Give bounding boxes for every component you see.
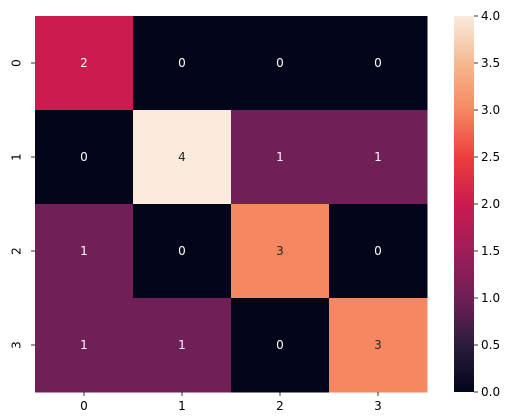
heatmap-cell [231, 110, 330, 205]
heatmap-cell [133, 204, 232, 299]
heatmap-cell [329, 110, 428, 205]
cell-annotation: 3 [374, 338, 382, 352]
colorbar-tick-label: 4.0 [481, 9, 500, 23]
cell-annotation: 0 [374, 56, 382, 70]
cell-annotation: 4 [178, 150, 186, 164]
y-tick-label: 0 [10, 59, 24, 67]
heatmap-cell [133, 16, 232, 111]
colorbar-tick-label: 3.5 [481, 56, 500, 70]
colorbar-tick-label: 1.0 [481, 291, 500, 305]
cell-annotation: 0 [80, 150, 88, 164]
cell-annotation: 0 [374, 244, 382, 258]
colorbar-tick-label: 1.5 [481, 244, 500, 258]
heatmap-cells [35, 16, 428, 393]
x-axis: 0 1 2 3 [80, 392, 382, 413]
colorbar-tick-label: 3.0 [481, 103, 500, 117]
heatmap-cell [231, 204, 330, 299]
heatmap-cell [35, 16, 134, 111]
cell-annotation: 1 [178, 338, 186, 352]
colorbar-tick-label: 0.0 [481, 385, 500, 399]
heatmap-cell [35, 110, 134, 205]
x-tick-label: 2 [276, 399, 284, 413]
cell-annotation: 0 [178, 244, 186, 258]
y-axis: 0 1 2 3 [10, 59, 35, 349]
heatmap-cell [329, 16, 428, 111]
x-tick-label: 1 [178, 399, 186, 413]
heatmap-cell [35, 204, 134, 299]
heatmap-cell [231, 16, 330, 111]
colorbar-tick-label: 2.0 [481, 197, 500, 211]
heatmap-cell [35, 298, 134, 393]
cell-annotation: 0 [178, 56, 186, 70]
y-tick-label: 1 [10, 153, 24, 161]
heatmap-cell [133, 110, 232, 205]
cell-annotation: 1 [276, 150, 284, 164]
y-tick-label: 3 [10, 341, 24, 349]
heatmap-cell [329, 298, 428, 393]
colorbar-axis: 0.0 0.5 1.0 1.5 2.0 2.5 3.0 3.5 4.0 [474, 9, 500, 399]
colorbar-tick-label: 0.5 [481, 338, 500, 352]
x-tick-label: 0 [80, 399, 88, 413]
y-tick-label: 2 [10, 247, 24, 255]
x-tick-label: 3 [374, 399, 382, 413]
cell-annotation: 3 [276, 244, 284, 258]
cell-annotation: 0 [276, 338, 284, 352]
colorbar-tick-label: 2.5 [481, 150, 500, 164]
cell-annotation: 1 [80, 244, 88, 258]
cell-annotation: 2 [80, 56, 88, 70]
heatmap-cell [231, 298, 330, 393]
heatmap-cell [329, 204, 428, 299]
colorbar [454, 16, 474, 392]
cell-annotations: 2 0 0 0 0 4 1 1 1 0 3 0 1 1 0 3 [80, 56, 382, 352]
cell-annotation: 0 [276, 56, 284, 70]
cell-annotation: 1 [80, 338, 88, 352]
heatmap-cell [133, 298, 232, 393]
cell-annotation: 1 [374, 150, 382, 164]
